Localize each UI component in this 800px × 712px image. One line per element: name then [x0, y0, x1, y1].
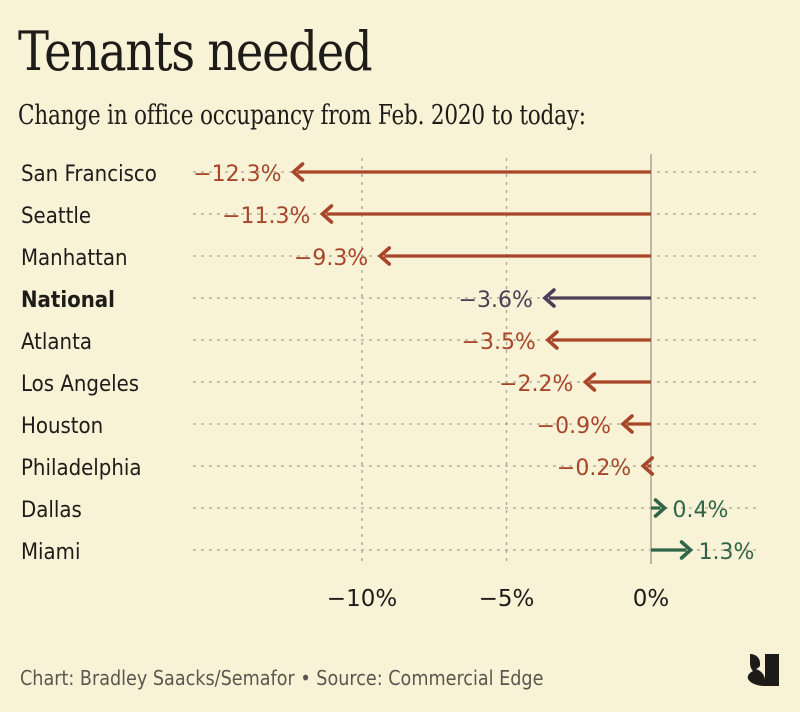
labels-layer: San Francisco −12.3% Seattle −11.3% Manhatta…: [21, 161, 754, 565]
category-label: Dallas: [21, 497, 82, 522]
category-label: Houston: [21, 413, 103, 438]
chart-subtitle: Change in office occupancy from Feb. 202…: [18, 100, 586, 131]
value-label: −12.3%: [193, 162, 281, 187]
category-label: Seattle: [21, 203, 91, 228]
x-tick-label: −5%: [479, 586, 535, 612]
x-axis: −10% −5% 0%: [327, 586, 669, 612]
source-credit: Chart: Bradley Saacks/Semafor • Source: …: [20, 666, 544, 690]
bars-layer: [290, 162, 694, 560]
arrow-head: [377, 246, 392, 266]
value-label: −3.5%: [462, 330, 536, 355]
arrow-head: [545, 330, 559, 350]
semafor-logo-icon: [747, 654, 779, 686]
value-label: −0.2%: [557, 456, 631, 481]
value-label: 1.3%: [699, 540, 755, 565]
value-label: 0.4%: [673, 498, 729, 523]
category-label: Manhattan: [21, 245, 128, 270]
x-tick-label: 0%: [633, 586, 670, 612]
category-label: Philadelphia: [21, 455, 142, 480]
arrow-head: [319, 204, 334, 224]
category-label: Miami: [21, 539, 80, 564]
arrow-head: [582, 372, 597, 392]
arrow-head: [542, 288, 556, 308]
category-label: National: [21, 287, 115, 312]
arrow-head: [620, 414, 634, 434]
category-label: San Francisco: [21, 161, 157, 186]
arrow-head: [640, 456, 655, 476]
value-label: −9.3%: [294, 246, 368, 271]
arrow-head: [653, 498, 668, 518]
x-tick-label: −10%: [327, 586, 397, 612]
value-label: −3.6%: [459, 288, 533, 313]
value-label: −0.9%: [537, 414, 611, 439]
value-label: −11.3%: [222, 204, 310, 229]
category-label: Atlanta: [21, 329, 92, 354]
chart-title: Tenants needed: [18, 20, 373, 83]
arrow-head: [679, 540, 694, 560]
arrow-head: [290, 162, 305, 182]
category-label: Los Angeles: [21, 371, 139, 396]
value-label: −2.2%: [499, 372, 573, 397]
